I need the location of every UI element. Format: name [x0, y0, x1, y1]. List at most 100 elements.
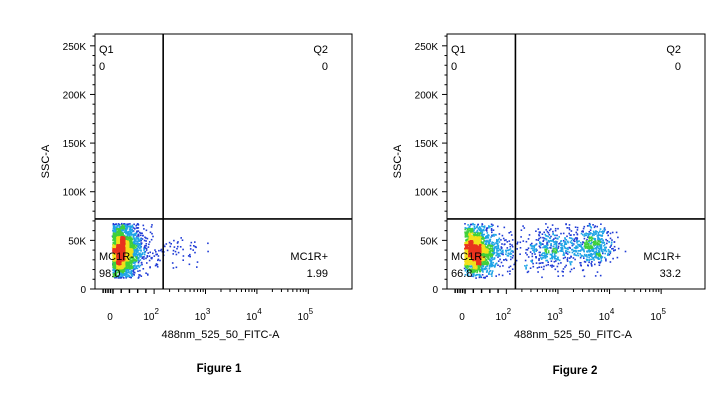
event-dot [466, 231, 468, 234]
event-dot [115, 270, 117, 272]
event-dot [542, 236, 544, 239]
event-dot [121, 255, 123, 258]
event-dot [546, 244, 549, 246]
event-dot [157, 255, 160, 257]
event-dot [136, 244, 139, 246]
event-dot [123, 251, 126, 253]
event-dot [595, 240, 597, 242]
event-dot [573, 267, 575, 270]
event-dot [125, 271, 128, 273]
event-dot [602, 232, 604, 235]
event-dot [473, 266, 475, 269]
event-dot [580, 232, 583, 235]
event-dot [583, 250, 585, 253]
event-dot [132, 270, 134, 272]
event-dot [475, 243, 478, 245]
event-dot [130, 263, 133, 265]
event-dot [464, 260, 467, 262]
event-dot [492, 261, 494, 264]
event-dot [117, 253, 120, 256]
event-dot [577, 250, 579, 252]
event-dot [596, 252, 598, 255]
event-dot [118, 257, 120, 259]
event-dot [127, 258, 130, 261]
event-dot [145, 257, 147, 260]
event-dot [471, 230, 473, 233]
event-dot [155, 263, 158, 265]
event-dot [498, 253, 500, 256]
event-dot [476, 230, 479, 232]
event-dot [123, 260, 126, 263]
event-dot [508, 266, 510, 269]
event-dot [136, 249, 138, 251]
event-dot [487, 237, 490, 239]
event-dot [125, 265, 128, 268]
event-dot [468, 236, 471, 238]
event-dot [470, 259, 473, 261]
event-dot [139, 252, 141, 255]
event-dot [477, 266, 480, 269]
event-dot [468, 226, 470, 229]
event-dot [497, 247, 500, 249]
event-dot [467, 224, 469, 226]
event-dot [603, 241, 606, 244]
event-dot [484, 243, 487, 245]
event-dot [535, 256, 537, 259]
event-dot [487, 261, 489, 264]
event-dot [465, 239, 467, 242]
event-dot [150, 257, 153, 260]
event-dot [598, 252, 601, 255]
event-dot [474, 270, 476, 273]
event-dot [540, 257, 542, 259]
event-dot [478, 264, 480, 266]
event-dot [122, 243, 125, 245]
event-dot [571, 248, 574, 251]
event-dot [133, 223, 135, 226]
event-dot [536, 249, 538, 251]
event-dot [471, 232, 474, 234]
event-dot [550, 235, 552, 238]
event-dot [506, 270, 509, 273]
event-dot [122, 233, 124, 236]
event-dot [112, 262, 115, 265]
event-dot [138, 240, 141, 242]
event-dot [554, 255, 556, 258]
event-dot [114, 266, 117, 268]
event-dot [127, 259, 129, 262]
event-dot [587, 235, 590, 237]
event-dot [546, 248, 548, 251]
event-dot [486, 251, 488, 254]
event-dot [545, 239, 548, 241]
event-dot [489, 270, 492, 272]
x-tick-exponent: 2 [154, 307, 159, 316]
event-dot [597, 255, 600, 257]
event-dot [533, 244, 536, 247]
event-dot [137, 230, 140, 232]
event-dot [130, 226, 132, 229]
event-dot [122, 271, 124, 274]
event-dot [130, 232, 133, 235]
event-dot [464, 242, 466, 244]
event-dot [466, 267, 469, 270]
event-dot [497, 264, 499, 266]
event-dot [487, 257, 490, 259]
event-dot [467, 234, 469, 236]
event-dot [585, 234, 588, 237]
event-dot [133, 254, 136, 256]
event-dot [120, 227, 122, 230]
event-dot [133, 252, 135, 254]
event-dot [129, 231, 131, 233]
event-dot [574, 254, 577, 256]
event-dot [477, 223, 479, 226]
event-dot [489, 259, 491, 262]
event-dot [557, 270, 559, 273]
event-dot [130, 262, 132, 264]
event-dot [113, 270, 116, 273]
event-dot [505, 259, 508, 262]
event-dot [541, 257, 544, 259]
event-dot [465, 268, 467, 271]
event-dot [532, 262, 534, 265]
event-dot [116, 244, 119, 246]
event-dot [123, 273, 125, 275]
